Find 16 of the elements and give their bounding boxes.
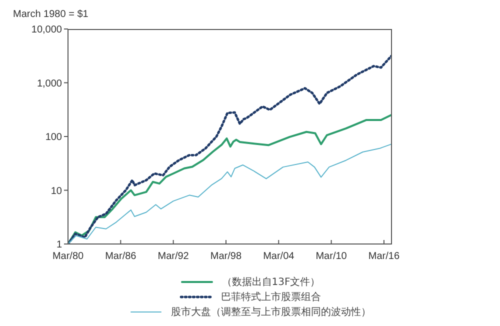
x-tick-label: Mar/04 (263, 251, 295, 262)
legend-label: 巴菲特式上市股票组合 (221, 290, 321, 304)
x-tick-label: Mar/92 (158, 251, 190, 262)
x-tick-label: Mar/80 (52, 251, 84, 262)
legend-label: （数据出自13F文件） (222, 276, 320, 288)
y-tick-label: 10 (50, 186, 62, 197)
y-axis-title: March 1980 = $1 (13, 9, 88, 20)
x-tick-label: Mar/98 (210, 251, 242, 262)
y-tick-label: 100 (45, 132, 62, 144)
legend-label: 股市大盘（调整至与上市股票相同的波动性） (171, 306, 371, 318)
y-tick-label: 1,000 (36, 78, 62, 90)
y-tick-label: 10,000 (31, 24, 62, 36)
x-tick-label: Mar/10 (316, 251, 348, 262)
x-tick-label: Mar/16 (368, 251, 400, 262)
y-tick-label: 1 (56, 240, 62, 251)
x-tick-label: Mar/86 (105, 251, 137, 262)
